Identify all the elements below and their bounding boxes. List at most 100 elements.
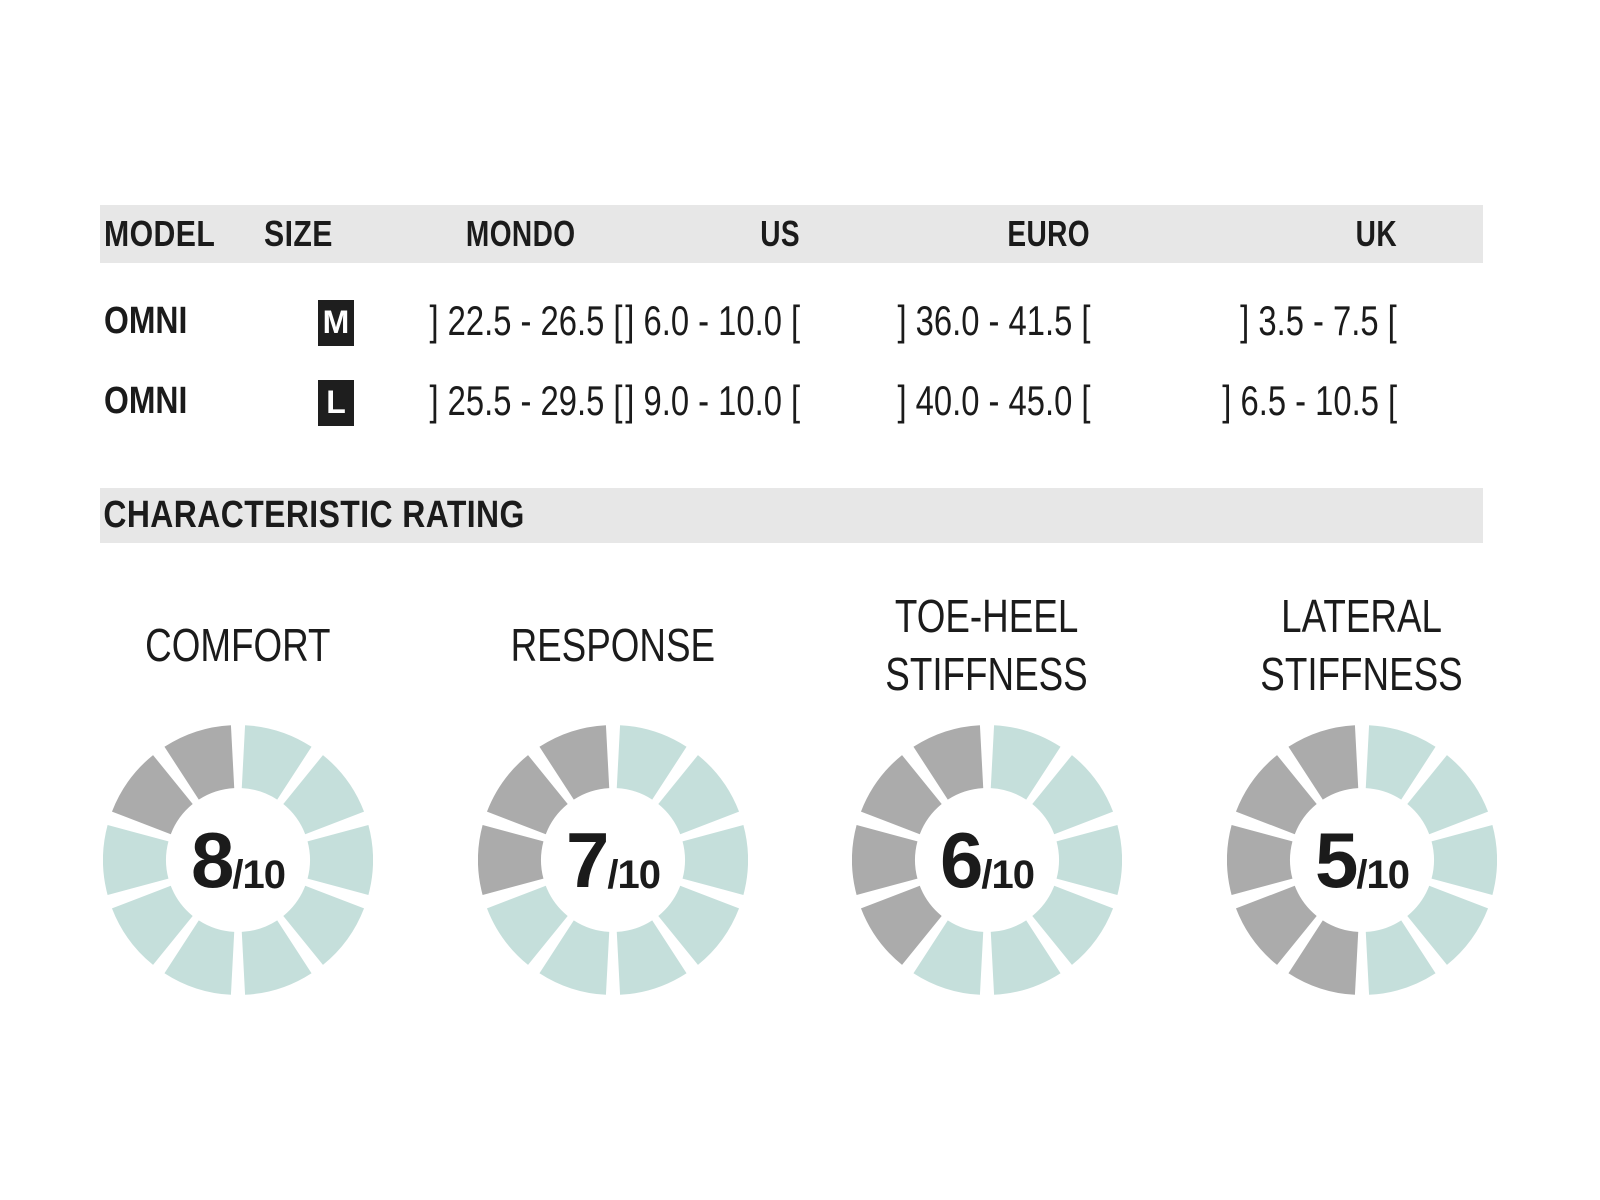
size-chart: MODEL SIZE MONDO US EURO UK OMNI M ] 22.5 - 2… — [100, 205, 1483, 441]
rating-score-max: /10 — [1356, 852, 1410, 897]
uk-range-cell: ] 3.5 - 7.5 [ — [1090, 297, 1397, 345]
rating-score-max: /10 — [232, 852, 286, 897]
donut-segment-filled — [307, 825, 373, 895]
column-header-label: SIZE — [264, 213, 333, 254]
column-header-label: MODEL — [104, 213, 216, 254]
rating-label-line: TOE-HEEL — [895, 590, 1079, 642]
rating-label: TOE-HEEL STIFFNESS — [860, 575, 1113, 715]
donut-segment-filled — [616, 920, 687, 995]
rating-score-max: /10 — [981, 852, 1035, 897]
rating-donut-chart: 6/10 — [852, 725, 1122, 995]
rating-label-line: LATERAL — [1281, 590, 1443, 642]
characteristic-rating-bar: CHARACTERISTIC RATING — [100, 488, 1483, 543]
mondo-range-cell: ] 25.5 - 29.5 [ — [375, 377, 622, 425]
mondo-range: ] 22.5 - 26.5 [ — [429, 297, 623, 344]
rating-label-line: RESPONSE — [510, 619, 716, 671]
donut-segment-filled — [658, 755, 740, 835]
rating-label-line: STIFFNESS — [885, 648, 1089, 700]
donut-segment-filled — [1365, 725, 1436, 800]
size-table-row: OMNI M ] 22.5 - 26.5 [ ] 6.0 - 10.0 [ ] … — [100, 281, 1483, 361]
size-chart-body: OMNI M ] 22.5 - 26.5 [ ] 6.0 - 10.0 [ ] … — [100, 281, 1483, 441]
column-header-label: UK — [1355, 213, 1397, 254]
us-range: ] 6.0 - 10.0 [ — [625, 297, 800, 344]
donut-segment-filled — [1032, 885, 1114, 965]
mondo-range: ] 25.5 - 29.5 [ — [429, 377, 623, 424]
column-header-euro: EURO — [800, 213, 1090, 255]
donut-segment-empty — [860, 885, 942, 965]
donut-segment-empty — [164, 725, 235, 800]
donut-segment-filled — [103, 825, 169, 895]
rating-label-line: COMFORT — [145, 619, 331, 671]
size-cell: L — [260, 376, 375, 426]
uk-range: ] 3.5 - 7.5 [ — [1240, 297, 1397, 344]
donut-segment-filled — [486, 885, 568, 965]
size-table-row: OMNI L ] 25.5 - 29.5 [ ] 9.0 - 10.0 [ ] … — [100, 361, 1483, 441]
rating-donut-chart: 7/10 — [478, 725, 748, 995]
model-name: OMNI — [104, 299, 188, 342]
column-header-us: US — [575, 213, 800, 255]
size-cell: M — [260, 296, 375, 346]
rating-widget-toe-heel-stiffness: TOE-HEEL STIFFNESS 6/10 — [807, 575, 1167, 995]
column-header-uk: UK — [1090, 213, 1397, 255]
uk-range-cell: ] 6.5 - 10.5 [ — [1090, 377, 1397, 425]
rating-widget-response: RESPONSE 7/10 — [433, 575, 793, 995]
euro-range: ] 40.0 - 45.0 [ — [896, 377, 1090, 424]
donut-segments — [852, 725, 1122, 995]
donut-segment-filled — [990, 920, 1061, 995]
donut-segment-filled — [164, 920, 235, 995]
donut-segment-filled — [658, 885, 740, 965]
rating-label: COMFORT — [122, 575, 354, 715]
donut-segment-empty — [486, 755, 568, 835]
donut-segments — [1227, 725, 1497, 995]
rating-donut-chart: 5/10 — [1227, 725, 1497, 995]
donut-segment-filled — [1032, 755, 1114, 835]
rating-score-value: 6 — [940, 816, 983, 904]
donut-segment-filled — [241, 725, 312, 800]
us-range-cell: ] 6.0 - 10.0 [ — [575, 297, 800, 345]
column-header-mondo: MONDO — [375, 213, 575, 255]
rating-label: RESPONSE — [485, 575, 741, 715]
donut-segment-filled — [1431, 825, 1497, 895]
donut-segment-filled — [616, 725, 687, 800]
column-header-label: US — [760, 213, 800, 254]
donut-segment-filled — [990, 725, 1061, 800]
donut-segment-filled — [111, 885, 193, 965]
donut-segment-empty — [1288, 920, 1359, 995]
donut-segment-filled — [241, 920, 312, 995]
donut-segment-empty — [1288, 725, 1359, 800]
donut-segment-empty — [539, 725, 610, 800]
rating-score-max: /10 — [607, 852, 661, 897]
rating-label-line: STIFFNESS — [1260, 648, 1464, 700]
rating-score: 6/10 — [852, 725, 1122, 995]
column-header-model: MODEL — [100, 213, 260, 255]
uk-range: ] 6.5 - 10.5 [ — [1222, 377, 1397, 424]
donut-segment-filled — [539, 920, 610, 995]
euro-range-cell: ] 36.0 - 41.5 [ — [800, 297, 1090, 345]
donut-segment-filled — [283, 885, 365, 965]
rating-score-value: 5 — [1315, 816, 1358, 904]
donut-segment-empty — [1227, 825, 1293, 895]
rating-score-value: 8 — [191, 816, 234, 904]
rating-score: 8/10 — [103, 725, 373, 995]
rating-score: 5/10 — [1227, 725, 1497, 995]
characteristic-rating-title: CHARACTERISTIC RATING — [103, 494, 525, 536]
donut-segment-empty — [913, 725, 984, 800]
rating-label: LATERAL STIFFNESS — [1235, 575, 1488, 715]
mondo-range-cell: ] 22.5 - 26.5 [ — [375, 297, 622, 345]
column-header-label: EURO — [1007, 213, 1090, 254]
donut-segment-empty — [111, 755, 193, 835]
donut-segment-empty — [852, 825, 918, 895]
size-chart-header-row: MODEL SIZE MONDO US EURO UK — [100, 205, 1483, 263]
donut-segment-filled — [1407, 755, 1489, 835]
size-badge: L — [318, 379, 354, 426]
rating-widget-comfort: COMFORT 8/10 — [58, 575, 418, 995]
donut-segment-filled — [1407, 885, 1489, 965]
donut-segment-filled — [682, 825, 748, 895]
rating-widget-lateral-stiffness: LATERAL STIFFNESS 5/10 — [1182, 575, 1542, 995]
donut-segment-empty — [1235, 755, 1317, 835]
donut-segment-filled — [1365, 920, 1436, 995]
euro-range: ] 36.0 - 41.5 [ — [896, 297, 1090, 344]
donut-segment-filled — [913, 920, 984, 995]
size-badge: M — [318, 299, 354, 346]
